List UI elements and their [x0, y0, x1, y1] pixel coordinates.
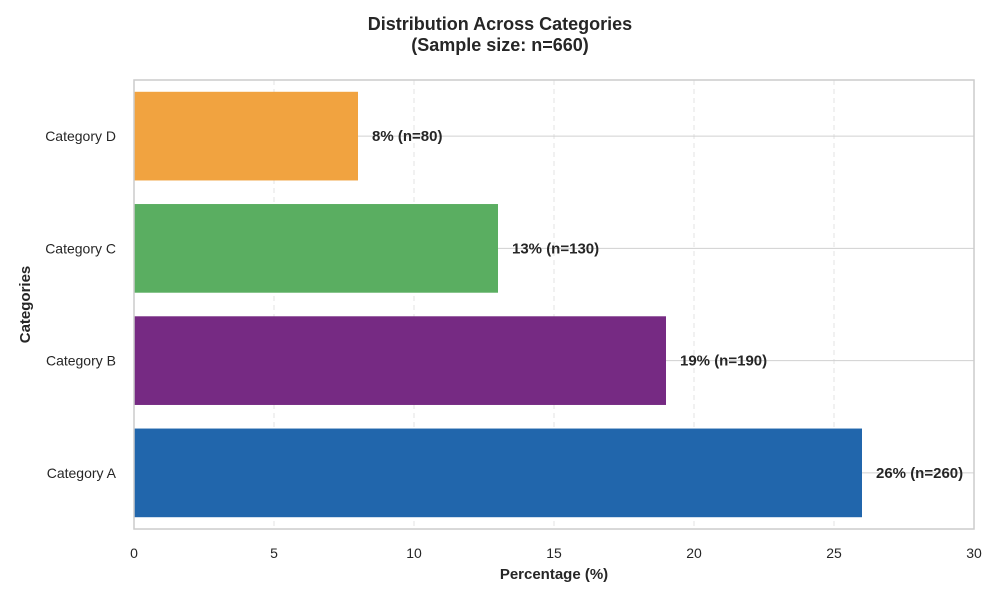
- chart-title: Distribution Across Categories: [367, 14, 633, 34]
- data-label: 13% (n=130): [512, 240, 599, 257]
- chart-subtitle: (Sample size: n=660): [411, 35, 589, 55]
- data-label-layer: 26% (n=260) 19% (n=190) 13% (n=130) 8% (n=8…: [372, 128, 963, 482]
- x-tick-label: 25: [826, 545, 842, 561]
- y-tick-label: Category C: [45, 240, 116, 256]
- x-tick-label: 20: [686, 545, 702, 561]
- y-axis-label: Categories: [17, 266, 34, 344]
- y-tick-label: Category B: [46, 353, 116, 369]
- x-tick-label: 10: [406, 545, 422, 561]
- data-label: 26% (n=260): [876, 465, 963, 482]
- bar-category-c: [134, 204, 498, 293]
- bar-category-b: [134, 316, 666, 405]
- y-tick-label: Category D: [45, 128, 116, 144]
- plot-frame: [133, 79, 975, 530]
- x-tick-label: 0: [130, 545, 138, 561]
- y-tick-label: Category A: [47, 465, 117, 481]
- data-label: 8% (n=80): [372, 128, 442, 145]
- tick-layer: 0 5 10 15 20 25 30 Category A Category B Category…: [45, 128, 982, 561]
- data-label: 19% (n=190): [680, 353, 767, 370]
- bar-category-d: [134, 91, 358, 181]
- x-axis-label: Percentage (%): [500, 566, 608, 583]
- x-tick-label: 5: [270, 545, 278, 561]
- bar-layer: [134, 91, 862, 518]
- x-tick-label: 15: [546, 545, 562, 561]
- bar-category-a: [134, 428, 862, 518]
- x-tick-label: 30: [966, 545, 982, 561]
- chart-title-block: Distribution Across Categories (Sample s…: [0, 14, 1000, 56]
